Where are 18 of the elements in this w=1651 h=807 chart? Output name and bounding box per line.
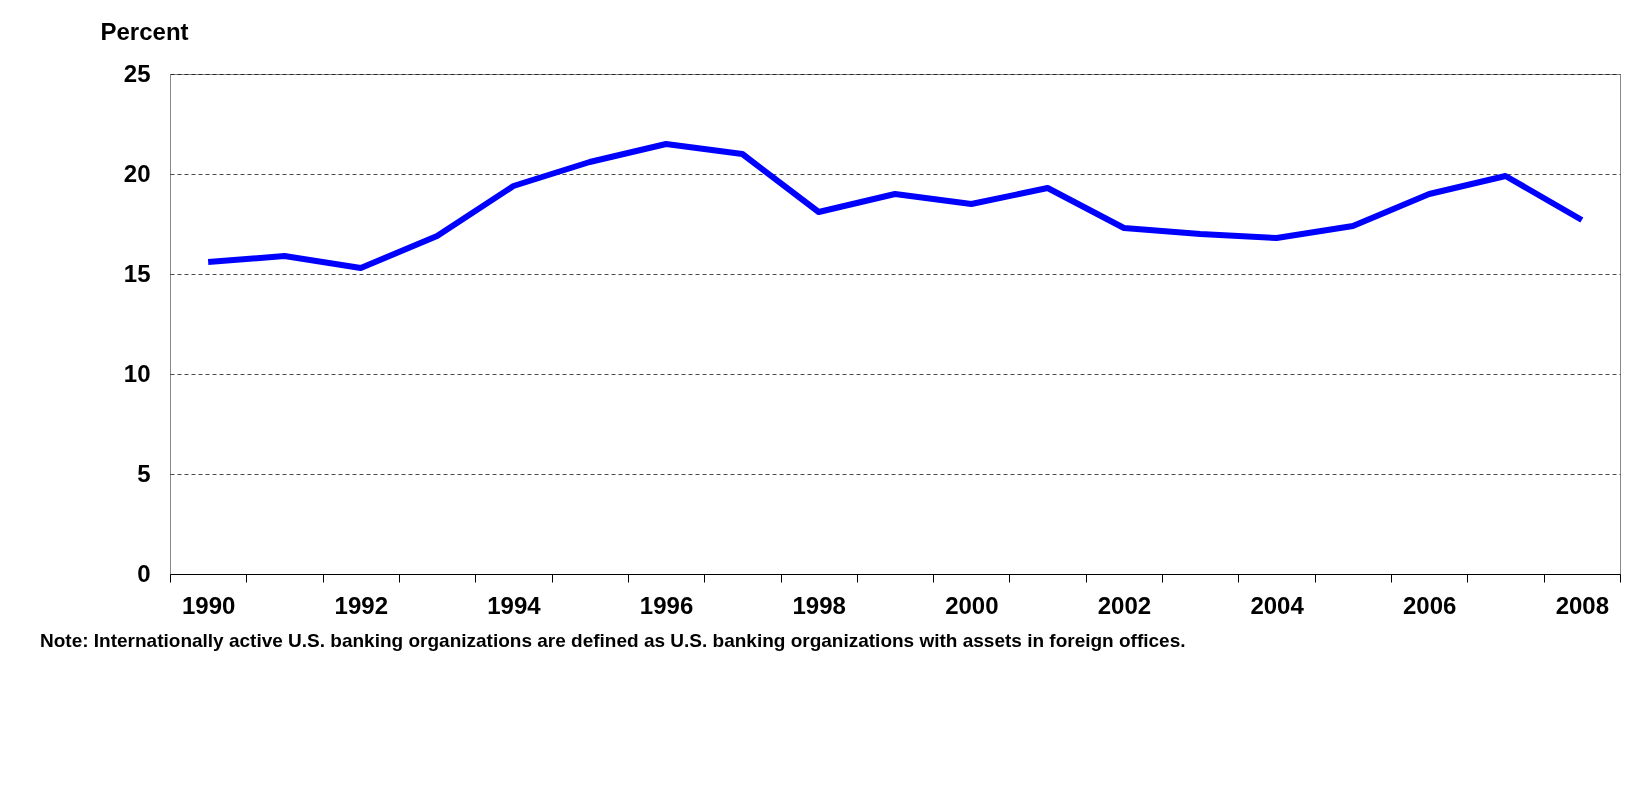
y-axis-title: Percent — [100, 17, 189, 45]
x-tick-label: 2002 — [1097, 591, 1152, 619]
y-tick-label: 5 — [137, 459, 151, 487]
x-tick-label: 1994 — [487, 591, 542, 619]
y-tick-label: 10 — [123, 359, 151, 387]
x-tick-label: 1996 — [639, 591, 694, 619]
y-tick-label: 20 — [123, 159, 151, 187]
x-tick-label: 2004 — [1250, 591, 1305, 619]
x-tick-label: 2008 — [1555, 591, 1610, 619]
x-tick-label: 1998 — [792, 591, 846, 619]
x-tick-label: 2000 — [945, 591, 999, 619]
x-tick-label: 1992 — [334, 591, 388, 619]
y-tick-label: 15 — [123, 259, 151, 287]
text: Note: Internationally active U.S. banking organizations are defined as U.S. banking organizations with assets in foreign offices. — [40, 630, 1186, 651]
y-tick-label: 25 — [123, 59, 151, 87]
x-tick-label: 2006 — [1403, 591, 1457, 619]
y-tick-label: 0 — [137, 559, 151, 587]
x-tick-label: 1990 — [181, 591, 236, 619]
